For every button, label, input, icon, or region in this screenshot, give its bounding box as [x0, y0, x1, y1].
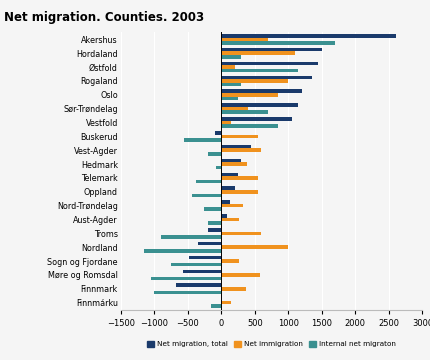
- Bar: [221, 103, 298, 107]
- Bar: [221, 124, 278, 128]
- Bar: [221, 159, 241, 162]
- Bar: [221, 259, 238, 263]
- Bar: [221, 145, 251, 148]
- Bar: [221, 69, 298, 72]
- Bar: [221, 287, 246, 291]
- Bar: [221, 301, 231, 305]
- Bar: [221, 83, 241, 86]
- Bar: [221, 79, 288, 83]
- Bar: [221, 37, 267, 41]
- Bar: [221, 76, 311, 79]
- Bar: [221, 148, 261, 152]
- Bar: [150, 277, 221, 280]
- Bar: [221, 107, 248, 111]
- Bar: [210, 305, 221, 308]
- Bar: [221, 200, 230, 204]
- Bar: [207, 221, 221, 225]
- Bar: [204, 207, 221, 211]
- Bar: [154, 291, 221, 294]
- Bar: [214, 131, 221, 135]
- Bar: [197, 242, 221, 246]
- Bar: [221, 273, 260, 277]
- Bar: [221, 162, 246, 166]
- Bar: [221, 135, 258, 138]
- Bar: [221, 117, 291, 121]
- Bar: [189, 256, 221, 259]
- Bar: [221, 186, 234, 190]
- Bar: [221, 218, 238, 221]
- Bar: [221, 214, 226, 218]
- Bar: [221, 231, 261, 235]
- Legend: Net migration, total, Net immigration, Internal net migraton: Net migration, total, Net immigration, I…: [144, 338, 398, 350]
- Bar: [183, 270, 221, 273]
- Bar: [221, 34, 395, 37]
- Bar: [221, 111, 267, 114]
- Text: Net migration. Counties. 2003: Net migration. Counties. 2003: [4, 11, 204, 24]
- Bar: [207, 152, 221, 156]
- Bar: [215, 166, 221, 170]
- Bar: [221, 93, 278, 96]
- Bar: [221, 121, 231, 124]
- Bar: [221, 204, 243, 207]
- Bar: [221, 89, 301, 93]
- Bar: [160, 235, 221, 239]
- Bar: [221, 190, 258, 194]
- Bar: [221, 176, 258, 180]
- Bar: [144, 249, 221, 253]
- Bar: [221, 62, 318, 65]
- Bar: [221, 41, 335, 45]
- Bar: [192, 194, 221, 197]
- Bar: [221, 51, 294, 55]
- Bar: [171, 263, 221, 266]
- Bar: [221, 246, 288, 249]
- Bar: [221, 172, 237, 176]
- Bar: [207, 228, 221, 231]
- Bar: [184, 138, 221, 142]
- Bar: [221, 55, 241, 59]
- Bar: [195, 180, 221, 183]
- Bar: [221, 48, 321, 51]
- Bar: [221, 65, 234, 69]
- Bar: [175, 283, 221, 287]
- Bar: [221, 96, 237, 100]
